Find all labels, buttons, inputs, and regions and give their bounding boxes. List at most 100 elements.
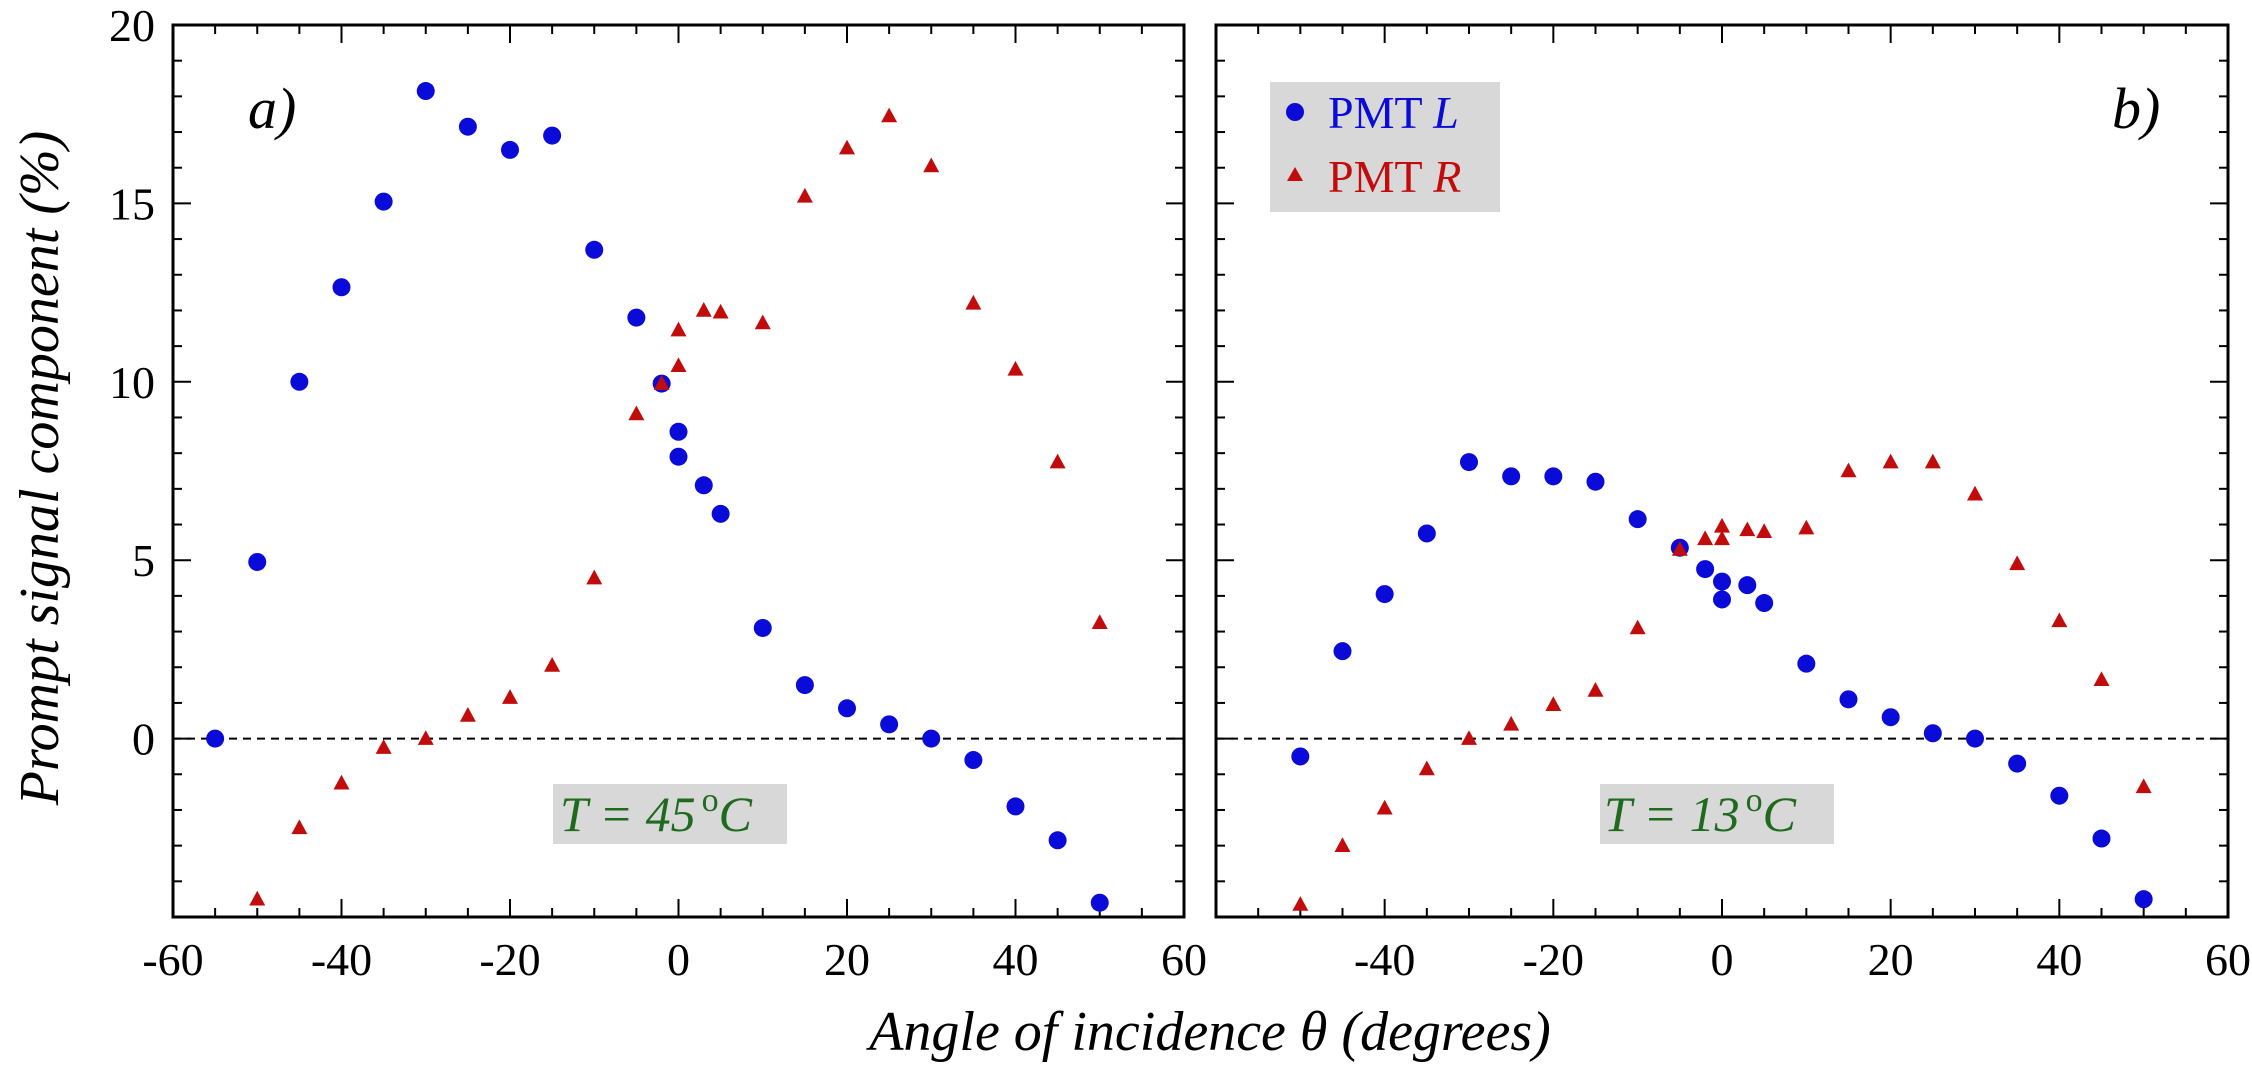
pmt-r-point [1924, 453, 1941, 469]
pmt-r-point [1671, 541, 1688, 556]
pmt-r-point [1697, 530, 1714, 546]
pmt-r-point [2051, 612, 2068, 628]
pmt-l-point [1797, 654, 1816, 673]
pmt-l-point [694, 476, 713, 495]
pmt-l-point [1090, 893, 1109, 912]
pmt-r-point [2009, 555, 2026, 571]
pmt-l-point [753, 618, 772, 637]
pmt-r-point [754, 314, 771, 330]
pmt-r-point [249, 890, 266, 906]
pmt-r-point [375, 739, 392, 754]
pmt-l-point [1291, 747, 1310, 766]
pmt-l-point [1333, 642, 1352, 661]
pmt-l-point [2134, 890, 2153, 909]
x-tick-label: -40 [1354, 934, 1415, 985]
pmt-r-point [502, 689, 518, 704]
pmt-r-point [1503, 715, 1520, 731]
pmt-l-point [1375, 585, 1394, 604]
degree-sign: o [1746, 782, 1763, 819]
y-axis-title: Prompt signal component (%) [9, 131, 71, 807]
pmt-l-point [416, 82, 435, 101]
pmt-r-point [1629, 619, 1646, 635]
pmt-r-point [1007, 360, 1024, 376]
pmt-l-point [1417, 524, 1436, 543]
pmt-r-point [712, 303, 729, 319]
pmt-r-point [839, 139, 855, 155]
pmt-r-point [459, 707, 476, 722]
pmt-r-point [1714, 517, 1730, 533]
legend-pmt-l-marker [1286, 103, 1304, 121]
legend-pmt-r-prefix: PMT [1328, 151, 1433, 202]
pmt-r-point [1049, 453, 1066, 469]
x-tick-label: 40 [993, 934, 1039, 985]
legend-pmt-l-label: PMT L [1328, 87, 1459, 138]
pmt-l-point [1586, 472, 1605, 491]
x-tick-label: -20 [1523, 934, 1584, 985]
pmt-l-point [1713, 572, 1731, 591]
pmt-l-point [585, 240, 604, 259]
y-tick-label: 10 [109, 357, 155, 408]
temperature-value: = 13 [1631, 786, 1740, 842]
pmt-l-point [1048, 831, 1067, 850]
temperature-annotation: T = 45 oC [560, 782, 753, 842]
y-tick-label: 5 [132, 535, 155, 586]
x-tick-label: 40 [2036, 934, 2082, 985]
pmt-r-point [1840, 462, 1857, 478]
pmt-l-point [1696, 560, 1715, 579]
pmt-r-point [2093, 671, 2110, 687]
pmt-l-point [1502, 467, 1521, 486]
pmt-r-point [291, 819, 308, 835]
pmt-l-point [543, 126, 562, 145]
pmt-r-point [628, 405, 645, 421]
pmt-l-point [374, 192, 393, 211]
pmt-r-point [1292, 896, 1309, 911]
pmt-r-point [1376, 799, 1393, 815]
pmt-l-point [711, 504, 730, 523]
x-tick-label: -40 [311, 934, 372, 985]
pmt-l-point [669, 447, 688, 466]
x-tick-label: -60 [142, 934, 203, 985]
pmt-r-point [653, 375, 670, 390]
pmt-l-point [1628, 510, 1647, 529]
pmt-l-point [1966, 729, 1984, 748]
pmt-l-point [1755, 594, 1774, 613]
pmt-r-point [586, 569, 603, 585]
pmt-l-point [1544, 467, 1563, 486]
x-tick-label: 0 [667, 934, 690, 985]
panel-label: a) [248, 76, 296, 141]
legend-pmt-l-prefix: PMT [1328, 87, 1433, 138]
legend-pmt-r-marker [1287, 167, 1303, 181]
pmt-r-point [1587, 682, 1604, 697]
pmt-l-point [838, 699, 856, 718]
y-tick-label: 15 [109, 178, 155, 229]
pmt-r-point [1091, 614, 1108, 629]
pmt-l-point [1738, 576, 1757, 595]
pmt-r-point [670, 357, 687, 373]
panel-label: b) [2112, 76, 2160, 141]
plot-frame [171, 23, 1186, 919]
pmt-l-point [627, 308, 646, 327]
legend-pmt-r-letter: R [1432, 151, 1461, 202]
pmt-r-point [1714, 530, 1730, 546]
pmt-r-point [923, 157, 940, 173]
pmt-l-point [1881, 708, 1900, 727]
pmt-l-point [1923, 724, 1942, 743]
temperature-unit: C [1763, 786, 1797, 842]
pmt-l-point [2092, 829, 2111, 848]
pmt-r-point [965, 294, 982, 310]
pmt-r-point [1418, 760, 1435, 776]
pmt-r-point [670, 321, 687, 337]
pmt-l-point [206, 729, 225, 748]
pmt-r-point [796, 187, 813, 203]
x-tick-label: 60 [1161, 934, 1207, 985]
pmt-l-point [1839, 690, 1858, 709]
pmt-r-point [1882, 453, 1899, 469]
pmt-l-point [1713, 590, 1731, 609]
pmt-l-point [501, 140, 519, 159]
pmt-l-point [2050, 786, 2069, 805]
pmt-l-point [922, 729, 941, 748]
pmt-r-point [695, 302, 712, 317]
